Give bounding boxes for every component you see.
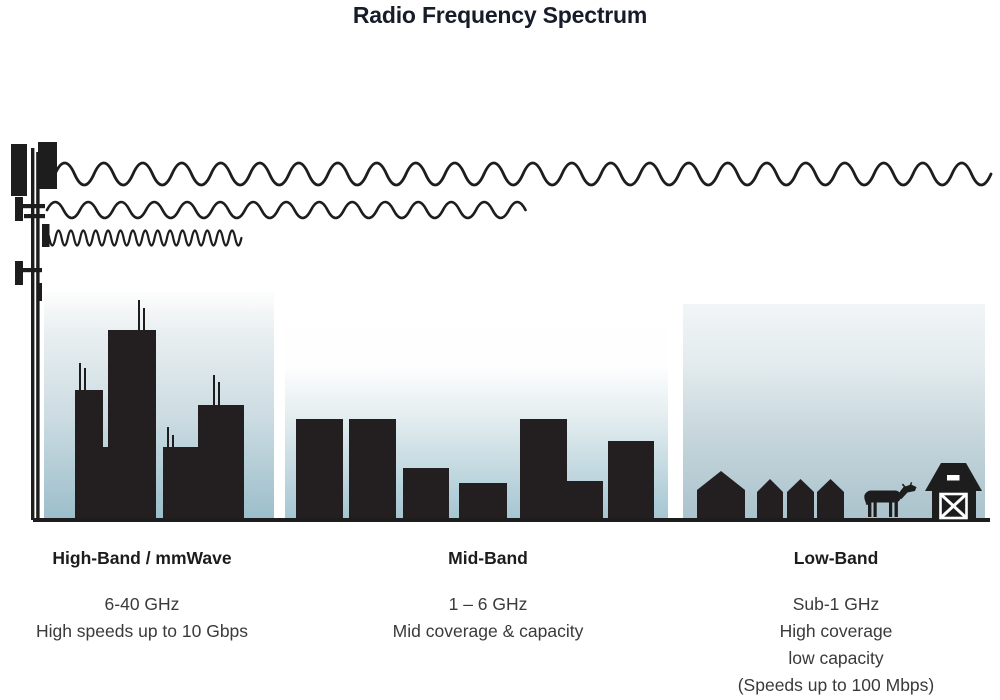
- building: [108, 330, 156, 518]
- building-antenna: [79, 363, 81, 390]
- building-antenna: [138, 300, 140, 330]
- building-antenna: [167, 427, 169, 447]
- house: [787, 479, 814, 518]
- band-detail-line: Sub-1 GHz: [792, 594, 880, 614]
- building: [198, 405, 244, 518]
- band-label-low: Low-Band Sub-1 GHz High coverage low cap…: [686, 548, 986, 699]
- coverage-panel-mid-band: [285, 300, 668, 518]
- house: [817, 479, 844, 518]
- building-antenna: [172, 435, 174, 447]
- band-label-high: High-Band / mmWave 6-40 GHz High speeds …: [0, 548, 292, 645]
- building: [75, 390, 103, 518]
- building: [459, 483, 507, 518]
- band-name-high: High-Band / mmWave: [52, 548, 232, 568]
- building: [103, 447, 109, 518]
- band-detail-line: low capacity: [788, 648, 884, 668]
- building-antenna: [84, 368, 86, 390]
- building: [608, 441, 654, 518]
- building: [163, 447, 198, 518]
- building: [403, 468, 449, 518]
- band-name-low: Low-Band: [793, 548, 879, 568]
- band-name-mid: Mid-Band: [448, 548, 528, 568]
- band-detail-line: High coverage: [779, 621, 893, 641]
- page-title: Radio Frequency Spectrum: [352, 2, 648, 28]
- building-antenna: [143, 308, 145, 330]
- ground-line: [33, 518, 990, 522]
- building-antenna: [213, 375, 215, 405]
- house: [757, 479, 783, 518]
- band-detail-line: Mid coverage & capacity: [392, 621, 584, 641]
- building-antenna: [218, 382, 220, 405]
- building: [520, 419, 567, 518]
- building: [349, 419, 396, 518]
- building: [296, 419, 343, 518]
- band-detail-line: High speeds up to 10 Gbps: [35, 621, 249, 641]
- band-label-mid: Mid-Band 1 – 6 GHz Mid coverage & capaci…: [338, 548, 638, 645]
- band-detail-line: 6-40 GHz: [104, 594, 180, 614]
- band-detail-line: (Speeds up to 100 Mbps): [737, 675, 935, 695]
- band-detail-line: 1 – 6 GHz: [448, 594, 528, 614]
- building: [567, 481, 603, 518]
- house: [697, 471, 745, 518]
